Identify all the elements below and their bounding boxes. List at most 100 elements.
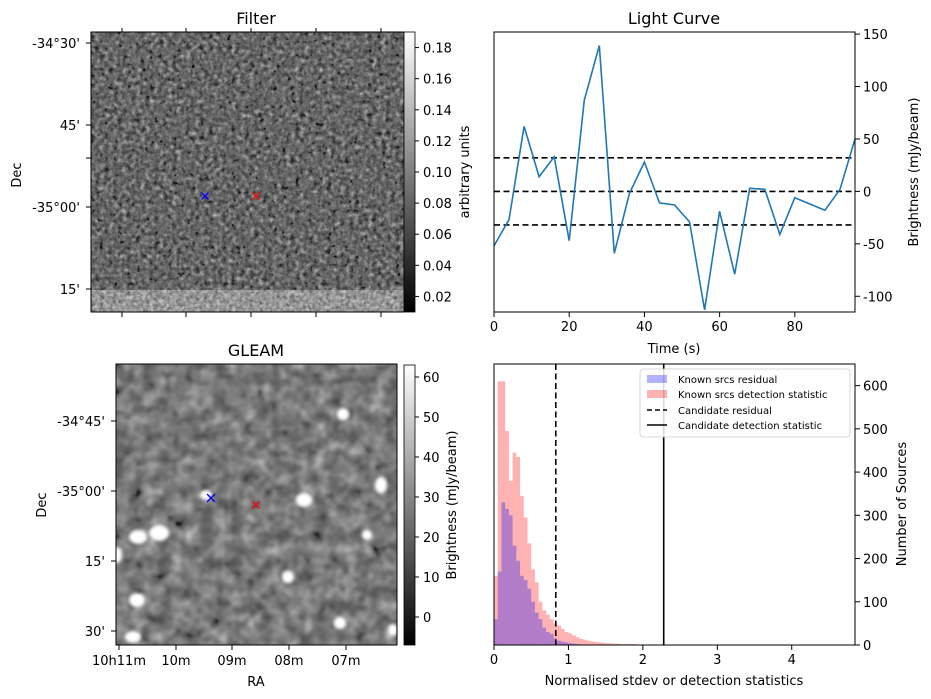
filter-colorbar: [404, 32, 415, 312]
histogram-y-axis: 0 100 200 300 400 500 600: [855, 380, 888, 654]
filter-image: [91, 32, 404, 312]
gleam-y-ticks: [111, 420, 116, 632]
x-tick-label: 0: [490, 320, 498, 335]
gleam-ytick-label: 15': [85, 555, 105, 570]
histogram-bar: [546, 632, 550, 645]
x-tick-label: 3: [713, 653, 721, 668]
gleam-ytick-label: -34°45': [57, 415, 105, 430]
y-tick-label: 100: [863, 81, 888, 96]
histogram-bar: [568, 633, 573, 645]
gleam-ytick-label: 30': [85, 625, 105, 640]
gleam-ylabel: Dec: [35, 492, 50, 517]
colorbar-tick-label: 0.16: [423, 73, 452, 88]
colorbar-tick-label: 0.06: [423, 228, 452, 243]
gleam-xtick-label: 08m: [274, 654, 303, 669]
histogram-bar: [542, 610, 547, 645]
histogram-bar: [575, 637, 580, 645]
legend-label: Candidate detection statistic: [678, 421, 822, 432]
filter-ytick-label: 45': [60, 119, 80, 134]
histogram-bar: [497, 381, 502, 645]
colorbar-tick-label: 0.18: [423, 42, 452, 57]
colorbar-tick-label: 0.02: [423, 290, 452, 305]
histogram-frame: [493, 363, 856, 646]
colorbar-tick-label: 0.04: [423, 259, 452, 274]
y-tick-label: 300: [863, 509, 888, 524]
histogram-bar: [523, 517, 528, 645]
colorbar-tick-label: 0: [423, 611, 431, 626]
histogram-bar: [538, 601, 543, 645]
histogram-bar: [512, 545, 517, 645]
gleam-xtick-label: 07m: [331, 654, 360, 669]
histogram-bar: [516, 456, 521, 645]
colorbar-tick-label: 60: [423, 371, 440, 386]
histogram-bar: [549, 619, 554, 645]
light-curve-ylabel: Brightness (mJy/beam): [907, 98, 922, 247]
gleam-candidate-marker: [252, 501, 260, 509]
gleam-xtick-label: 10h11m: [92, 654, 146, 669]
histogram-bar: [598, 642, 602, 645]
histogram-bar: [523, 580, 528, 645]
histogram-bar: [560, 641, 565, 645]
histogram-bar: [531, 569, 535, 645]
histogram-bar: [501, 502, 506, 645]
gleam-ytick-label: -35°00': [57, 485, 105, 500]
histogram-bar: [587, 640, 591, 645]
histogram-bar: [494, 619, 498, 645]
gleam-xtick-label: 09m: [217, 654, 246, 669]
histogram-xlabel: Normalised stdev or detection statistics: [545, 674, 804, 689]
histogram-bar: [505, 431, 509, 645]
histogram-bar: [564, 642, 569, 645]
histogram-bar: [572, 643, 576, 645]
gleam-xlabel: RA: [247, 675, 265, 690]
y-tick-label: 50: [863, 133, 880, 148]
filter-ytick-label: -35°00': [32, 201, 80, 216]
histogram-bar: [583, 639, 588, 645]
x-tick-label: 4: [788, 653, 796, 668]
x-tick-label: 60: [711, 320, 728, 335]
y-tick-label: -50: [863, 238, 884, 253]
histogram-ylabel: Number of Sources: [895, 442, 910, 567]
light-curve-title: Light Curve: [628, 9, 720, 28]
gleam-frame: [115, 363, 398, 646]
filter-ylabel: Dec: [10, 162, 25, 187]
y-tick-label: 500: [863, 423, 888, 438]
legend-label: Candidate residual: [678, 406, 772, 417]
light-curve-series-line: [494, 45, 855, 311]
filter-colorbar-ticks: 0.02 0.04 0.06 0.08 0.10 0.12 0.14 0.16 0.18: [415, 42, 452, 305]
light-curve-panel: Light Curve 0 20 40 60 80 -100 -50 0 50 100 150 T…: [490, 9, 922, 357]
filter-ytick-label: -34°30': [32, 37, 80, 52]
histogram-bar: [534, 582, 539, 645]
filter-colorbar-label: arbitrary units: [458, 125, 473, 218]
x-tick-label: 0: [490, 653, 498, 668]
histogram-bar: [527, 588, 532, 645]
histogram-bar: [560, 629, 565, 645]
y-tick-label: 600: [863, 380, 888, 395]
histogram-bar: [538, 619, 543, 645]
histogram-bar: [534, 612, 539, 645]
histogram-bar: [516, 560, 521, 645]
histogram-x-axis: 0 1 2 3 4: [490, 645, 796, 668]
histogram-bar: [568, 643, 573, 645]
histogram-bar: [557, 625, 561, 645]
histogram-bar: [616, 643, 621, 645]
histogram-bar: [512, 452, 517, 645]
histogram-bar: [520, 495, 524, 645]
histogram-bar: [590, 641, 595, 645]
histogram-bar: [594, 641, 599, 645]
legend-label: Known srcs detection statistic: [678, 390, 827, 401]
histogram-bar: [508, 480, 513, 645]
histogram-bar: [564, 632, 569, 645]
filter-ytick-label: 15': [60, 283, 80, 298]
light-curve-y-axis: -100 -50 0 50 100 150: [855, 28, 893, 305]
histogram-bar: [549, 634, 554, 645]
histogram-series-known-srcs-residual: [494, 502, 588, 645]
gleam-colorbar: [404, 365, 415, 645]
colorbar-tick-label: 20: [423, 531, 440, 546]
colorbar-tick-label: 50: [423, 411, 440, 426]
histogram-bar: [520, 575, 524, 645]
gleam-x-ticks: [118, 645, 347, 650]
y-tick-label: 150: [863, 28, 888, 43]
histogram-legend: Known srcs residual Known srcs detection…: [639, 368, 851, 438]
y-tick-label: 100: [863, 596, 888, 611]
gleam-colorbar-label: Brightness (mJy/beam): [445, 431, 460, 580]
